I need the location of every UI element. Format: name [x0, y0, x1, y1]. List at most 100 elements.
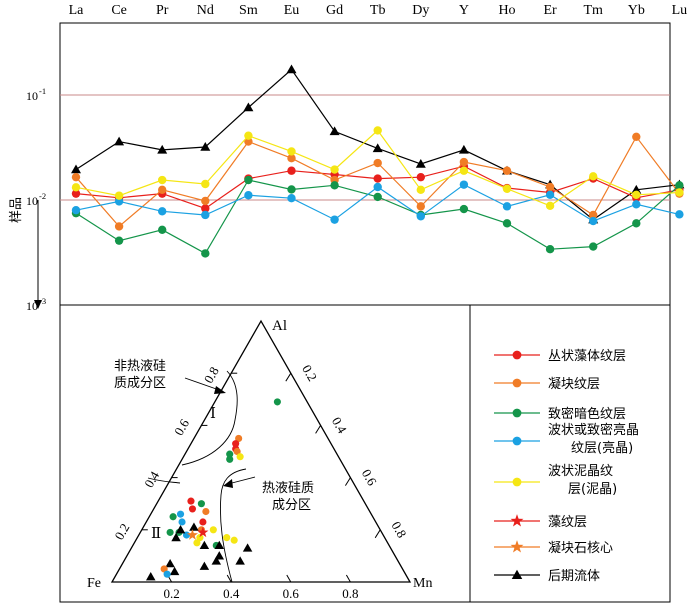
- ternary-point: [169, 513, 177, 521]
- legend-item: 凝块石核心: [494, 540, 613, 556]
- x-tick-label: Nd: [197, 3, 214, 18]
- x-tick-label: Er: [543, 3, 557, 18]
- data-point: [114, 136, 125, 146]
- legend-label: 后期流体: [548, 569, 600, 584]
- data-point: [201, 210, 210, 220]
- tick-mark: [226, 574, 232, 583]
- y-tick-exponent: -3: [39, 296, 46, 306]
- data-point: [373, 182, 382, 192]
- data-point: [114, 236, 124, 245]
- tick-mark: [315, 425, 322, 434]
- ree-plot-frame: [59, 22, 671, 306]
- ternary-point-triangle: [165, 558, 175, 568]
- data-point: [200, 141, 211, 151]
- data-point: [373, 174, 382, 183]
- ternary-point: [236, 453, 244, 461]
- legend-label: 藻纹层: [548, 515, 587, 530]
- y-tick-group: 10 -3: [26, 296, 46, 313]
- data-point: [631, 184, 642, 194]
- y-tick-label: 10: [26, 89, 38, 103]
- tick-mark: [345, 574, 351, 583]
- data-point: [459, 166, 469, 175]
- ternary-point-triangle: [242, 543, 253, 552]
- data-point: [201, 204, 210, 213]
- data-point: [589, 210, 598, 220]
- legend-marker: [510, 514, 524, 527]
- data-point: [114, 191, 124, 200]
- data-point: [416, 202, 425, 211]
- data-point: [632, 219, 641, 228]
- series-5: [71, 126, 684, 211]
- legend-marker: [512, 378, 522, 388]
- data-point: [632, 200, 641, 209]
- region-label-i: Ⅰ: [210, 406, 216, 422]
- ternary-point-triangle: [199, 540, 210, 550]
- y-tick-group: 10 -2: [26, 191, 46, 208]
- legend-item: 后期流体: [494, 569, 600, 584]
- x-tick-label: Dy: [412, 3, 429, 18]
- region-boundary-upper: [181, 370, 238, 466]
- x-tick-label: Tb: [370, 3, 386, 18]
- x-tick-label: La: [69, 3, 85, 18]
- data-point: [545, 201, 555, 211]
- data-point: [632, 190, 641, 200]
- data-point: [373, 192, 382, 202]
- x-tick-label: Sm: [239, 3, 258, 18]
- ternary-point: [233, 447, 241, 456]
- ternary-point-star: [186, 529, 199, 540]
- series-4: [71, 180, 684, 226]
- legend-label: 纹层(亮晶): [571, 440, 633, 456]
- y-tick-group: 10 -1: [26, 86, 46, 103]
- ternary-point: [232, 440, 240, 448]
- data-point: [502, 166, 512, 175]
- data-point: [545, 190, 555, 200]
- tick-mark: [374, 529, 381, 539]
- region-label-hydrothermal: 热液硅质: [262, 481, 314, 496]
- data-point: [244, 191, 253, 200]
- data-point: [287, 194, 296, 203]
- left-edge-tick: 0.6: [171, 416, 192, 438]
- legend-label: 凝块石核心: [548, 540, 613, 556]
- right-edge-tick: 0.8: [389, 519, 410, 541]
- data-point: [286, 64, 297, 74]
- data-point: [675, 210, 684, 219]
- x-tick-label: Gd: [326, 3, 343, 18]
- data-point: [201, 249, 210, 258]
- data-point: [158, 225, 167, 235]
- ternary-point-triangle: [211, 556, 222, 565]
- data-point: [71, 183, 81, 192]
- data-point: [416, 185, 425, 195]
- ternary-point-triangle: [175, 525, 186, 534]
- ternary-point: [187, 497, 195, 505]
- data-point: [114, 222, 124, 231]
- x-tick-label: Tm: [583, 3, 603, 18]
- legend-item: 凝块纹层: [494, 376, 600, 392]
- data-point: [589, 216, 598, 226]
- bottom-edge-tick: 0.4: [223, 586, 240, 601]
- data-point: [157, 144, 168, 154]
- y-tick-label: 10: [26, 299, 38, 313]
- ternary-point-triangle: [189, 522, 199, 531]
- right-edge-tick: 0.6: [359, 467, 380, 489]
- ternary-point: [209, 526, 217, 534]
- data-point: [201, 179, 210, 189]
- legend-marker: [511, 569, 523, 579]
- region-arrow-line: [227, 476, 256, 485]
- legend-label: 致密暗色纹层: [548, 406, 626, 422]
- data-point: [71, 189, 81, 198]
- bottom-edge-tick: 0.8: [342, 586, 358, 601]
- data-point: [329, 126, 340, 136]
- data-point: [502, 219, 512, 228]
- legend-item: 致密暗色纹层: [494, 406, 626, 422]
- vertex-label-fe: Fe: [87, 576, 101, 591]
- data-point: [287, 185, 296, 194]
- x-tick-label: Ce: [111, 3, 127, 18]
- legend-label: 凝块纹层: [548, 376, 600, 392]
- vertex-label-mn: Mn: [413, 576, 432, 591]
- data-point: [158, 185, 167, 195]
- ternary-triangle: [110, 319, 412, 583]
- region-label-non-hydrothermal: 质成分区: [114, 376, 166, 391]
- left-edge-tick: 0.2: [111, 521, 132, 543]
- ternary-point-triangle: [145, 572, 156, 581]
